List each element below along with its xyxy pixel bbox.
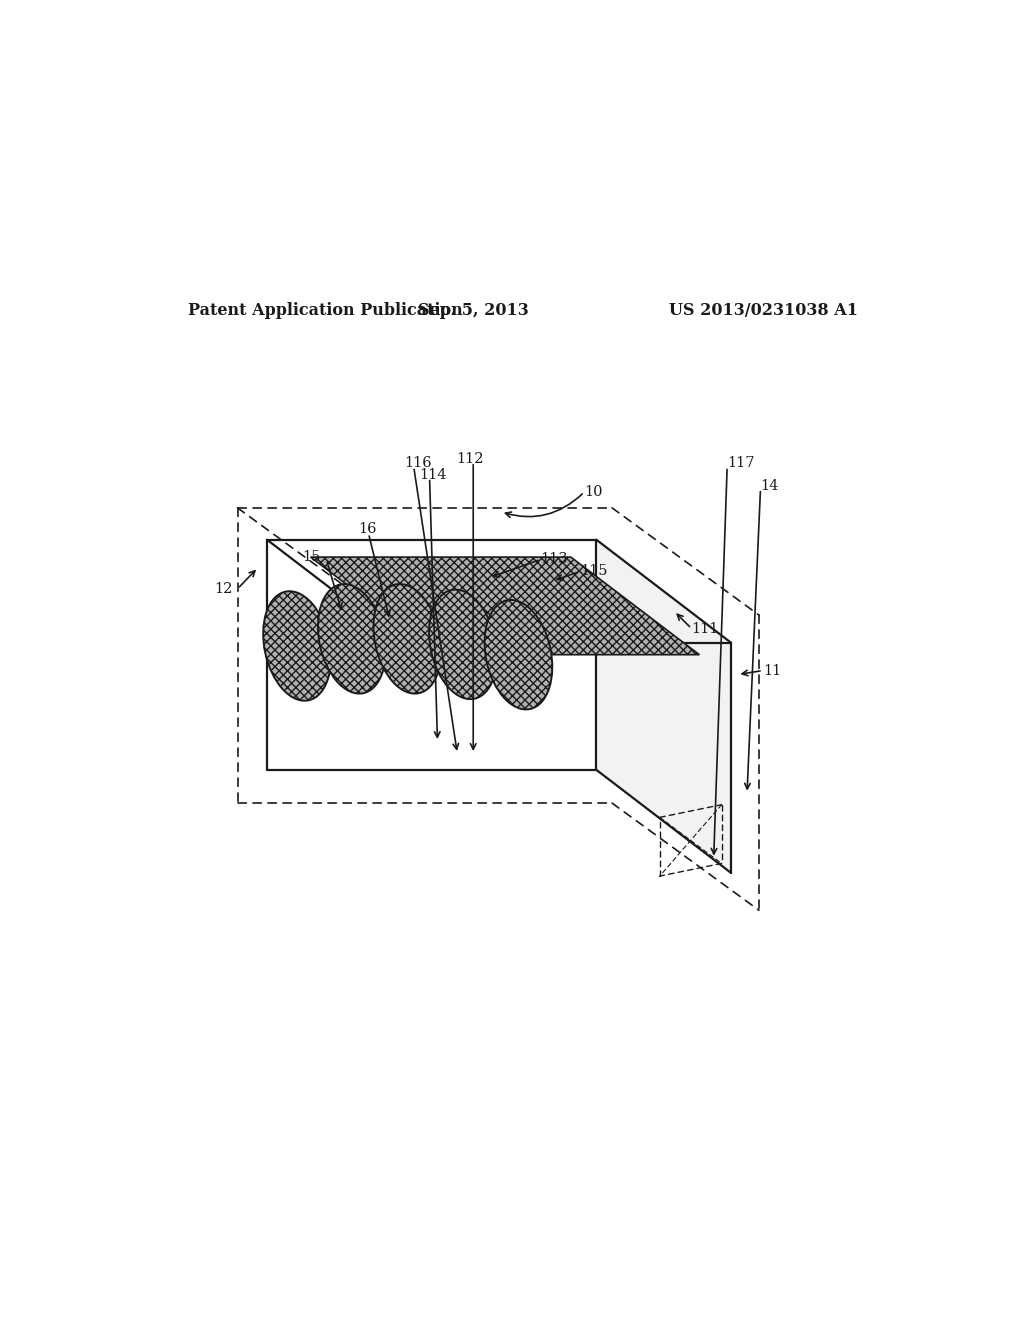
Text: 111: 111 bbox=[691, 622, 719, 635]
Text: 113: 113 bbox=[541, 553, 568, 566]
Text: 112: 112 bbox=[456, 451, 483, 466]
Text: 117: 117 bbox=[727, 457, 755, 470]
Text: 16: 16 bbox=[358, 523, 377, 536]
Text: Sep. 5, 2013: Sep. 5, 2013 bbox=[418, 301, 528, 318]
Text: 14: 14 bbox=[761, 479, 779, 492]
Ellipse shape bbox=[317, 583, 386, 693]
Text: 11: 11 bbox=[763, 664, 781, 677]
Text: 116: 116 bbox=[404, 457, 432, 470]
Ellipse shape bbox=[374, 583, 441, 693]
Polygon shape bbox=[267, 540, 596, 770]
Ellipse shape bbox=[429, 590, 497, 700]
Text: 115: 115 bbox=[581, 565, 608, 578]
Text: 12: 12 bbox=[214, 582, 232, 595]
Ellipse shape bbox=[263, 591, 331, 701]
Text: 15: 15 bbox=[302, 550, 321, 564]
Text: 10: 10 bbox=[585, 484, 603, 499]
Polygon shape bbox=[596, 540, 731, 873]
Polygon shape bbox=[310, 557, 699, 655]
Ellipse shape bbox=[484, 599, 552, 709]
Text: US 2013/0231038 A1: US 2013/0231038 A1 bbox=[669, 301, 858, 318]
Text: Patent Application Publication: Patent Application Publication bbox=[187, 301, 462, 318]
Text: 114: 114 bbox=[419, 467, 446, 482]
Polygon shape bbox=[267, 540, 731, 643]
